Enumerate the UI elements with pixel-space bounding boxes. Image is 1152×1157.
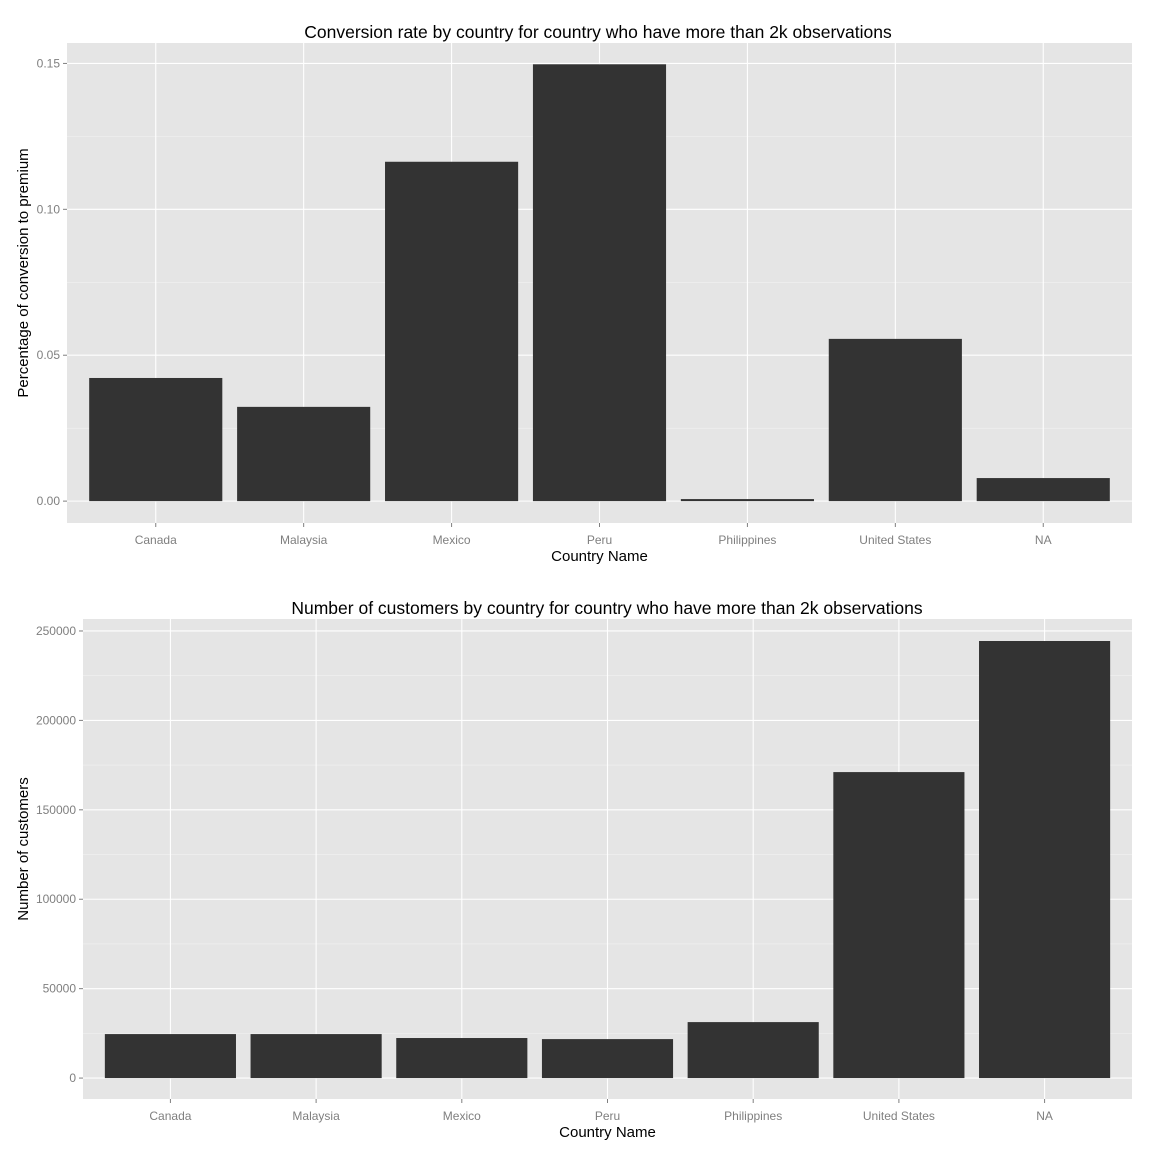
chart-panel-1: 0.00 0.05 0.10 0.15 Canada Malaysia Mexico Peru… xyxy=(15,22,1132,565)
chart-panel-2: 0 50000 100000 150000 200000 250000 Canada Mala… xyxy=(15,598,1132,1141)
x-tick-label: Canada xyxy=(135,533,177,547)
bar-canada xyxy=(104,1034,236,1079)
x-tick-label: Mexico xyxy=(433,533,471,547)
y-tick-label: 0.00 xyxy=(37,494,61,508)
y-tick-label: 0.10 xyxy=(37,202,61,216)
y-tick-label: 100000 xyxy=(36,892,76,906)
y-tick-label: 250000 xyxy=(36,624,76,638)
chart-title: Number of customers by country for count… xyxy=(291,598,923,618)
bar-peru xyxy=(532,64,667,502)
x-tick-label: NA xyxy=(1035,533,1052,547)
x-tick-label: Peru xyxy=(595,1109,620,1123)
y-axis-label: Percentage of conversion to premium xyxy=(15,148,32,397)
y-axis-label: Number of customers xyxy=(15,777,32,920)
bar-peru xyxy=(541,1039,674,1079)
y-tick-label: 50000 xyxy=(43,982,77,996)
bar-na xyxy=(976,478,1110,502)
y-tick-label: 0.15 xyxy=(37,56,61,70)
bar-malaysia xyxy=(250,1034,382,1079)
y-tick-label: 200000 xyxy=(36,713,76,727)
x-tick-label: Philippines xyxy=(718,533,776,547)
x-axis-label: Country Name xyxy=(551,548,648,565)
x-tick-label: United States xyxy=(859,533,931,547)
x-tick-label: Canada xyxy=(149,1109,191,1123)
x-tick-label: United States xyxy=(863,1109,935,1123)
y-tick-label: 0 xyxy=(69,1071,76,1085)
bar-na xyxy=(979,640,1111,1079)
x-tick-label: NA xyxy=(1036,1109,1053,1123)
bar-philippines xyxy=(680,499,814,502)
bar-mexico xyxy=(385,161,519,502)
y-tick-label: 150000 xyxy=(36,803,76,817)
x-tick-label: Malaysia xyxy=(292,1109,340,1123)
x-tick-label: Malaysia xyxy=(280,533,328,547)
bar-united-states xyxy=(833,772,965,1079)
x-axis-label: Country Name xyxy=(559,1124,656,1141)
bar-mexico xyxy=(396,1038,528,1079)
bar-united-states xyxy=(828,338,962,502)
bar-canada xyxy=(89,377,223,502)
x-tick-label: Peru xyxy=(587,533,612,547)
y-tick-label: 0.05 xyxy=(37,348,61,362)
chart-title: Conversion rate by country for country w… xyxy=(304,22,892,42)
x-tick-label: Mexico xyxy=(443,1109,481,1123)
bar-philippines xyxy=(687,1022,819,1079)
bar-malaysia xyxy=(237,406,371,502)
x-tick-label: Philippines xyxy=(724,1109,782,1123)
